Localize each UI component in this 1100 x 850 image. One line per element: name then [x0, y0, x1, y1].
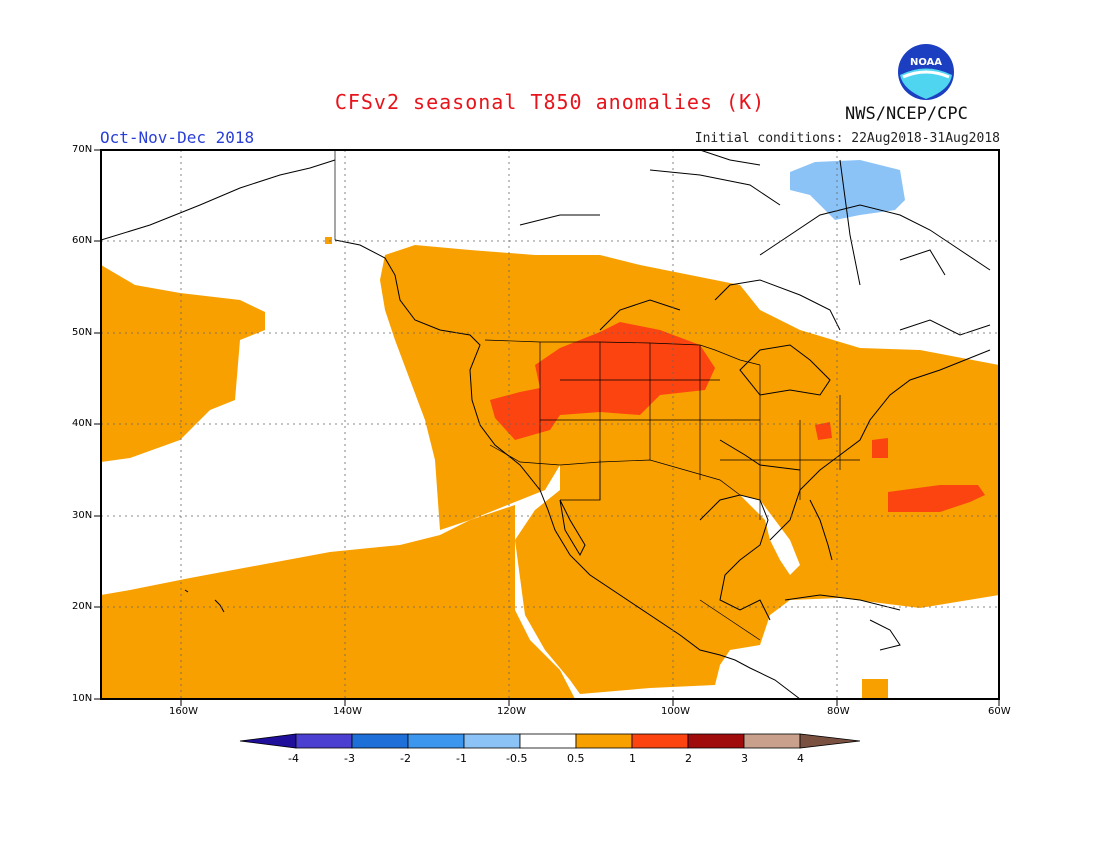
coastlines: [101, 150, 991, 699]
lon-label: 140W: [333, 706, 362, 717]
colorbar-swatch: [743, 733, 801, 749]
lon-label: 160W: [169, 706, 198, 717]
colorbar-label: 0.5: [567, 752, 585, 765]
colorbar-arrow-right: [799, 733, 861, 749]
colorbar-swatch: [407, 733, 465, 749]
lat-label: 50N: [72, 327, 93, 338]
colorbar-swatch: [519, 733, 577, 749]
colorbar-label: -3: [344, 752, 355, 765]
political-borders: [334, 150, 860, 641]
colorbar-swatch: [687, 733, 745, 749]
colorbar-swatch: [631, 733, 689, 749]
colorbar-label: -1: [456, 752, 467, 765]
initial-conditions: Initial conditions: 22Aug2018-31Aug2018: [694, 131, 1000, 146]
noaa-logo-icon: NOAA: [898, 44, 954, 100]
colorbar-label: -2: [400, 752, 411, 765]
anomaly-region-neg05-1: [790, 160, 905, 220]
graticule: [101, 150, 999, 699]
lon-label: 100W: [661, 706, 690, 717]
colorbar-swatch: [351, 733, 409, 749]
colorbar-arrow-left: [239, 733, 297, 749]
colorbar: [239, 733, 861, 749]
colorbar-label: 1: [629, 752, 636, 765]
svg-text:NOAA: NOAA: [910, 57, 942, 68]
colorbar-label: -0.5: [506, 752, 528, 765]
colorbar-label: 2: [685, 752, 692, 765]
lat-label: 60N: [72, 235, 93, 246]
lon-label: 80W: [827, 706, 850, 717]
lat-label: 70N: [72, 144, 93, 155]
colorbar-label: -4: [288, 752, 299, 765]
map-title: CFSv2 seasonal T850 anomalies (K): [334, 90, 766, 114]
anomaly-region-1-2: [490, 322, 985, 512]
colorbar-swatch: [295, 733, 353, 749]
colorbar-label: 4: [797, 752, 804, 765]
agency-label: NWS/NCEP/CPC: [845, 104, 968, 124]
anomaly-region-05-1: [101, 237, 999, 699]
forecast-period: Oct-Nov-Dec 2018: [100, 128, 255, 147]
colorbar-swatch: [463, 733, 521, 749]
axis-ticks: [94, 149, 1000, 706]
lat-label: 40N: [72, 418, 93, 429]
lat-label: 20N: [72, 601, 93, 612]
lat-label: 10N: [72, 693, 93, 704]
colorbar-label: 3: [741, 752, 748, 765]
lon-label: 120W: [497, 706, 526, 717]
lon-label: 60W: [988, 706, 1011, 717]
colorbar-swatch: [575, 733, 633, 749]
lat-label: 30N: [72, 510, 93, 521]
